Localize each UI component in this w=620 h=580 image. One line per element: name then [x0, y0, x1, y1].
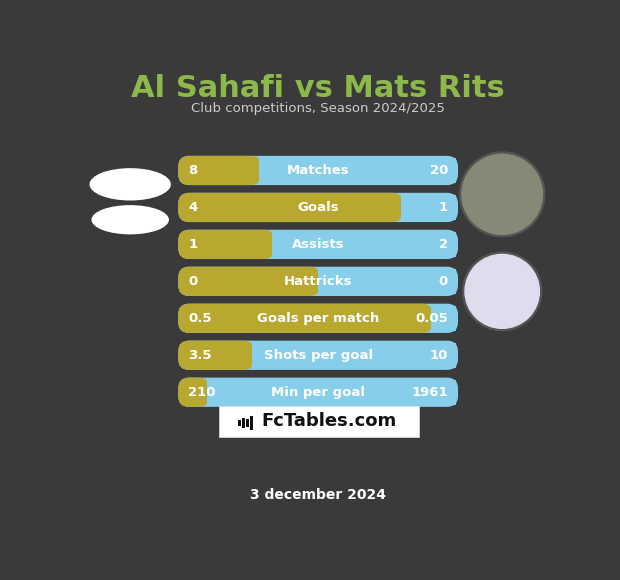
Text: FcTables.com: FcTables.com: [261, 412, 396, 430]
Text: 2: 2: [439, 238, 448, 251]
Text: 3.5: 3.5: [188, 349, 212, 362]
Text: 0: 0: [188, 275, 198, 288]
Text: Shots per goal: Shots per goal: [264, 349, 373, 362]
Text: Al Sahafi vs Mats Rits: Al Sahafi vs Mats Rits: [131, 74, 505, 103]
Text: 4: 4: [188, 201, 198, 214]
FancyBboxPatch shape: [179, 267, 321, 296]
Circle shape: [462, 154, 542, 234]
Bar: [318, 269, 456, 293]
Bar: [431, 306, 456, 331]
FancyBboxPatch shape: [179, 378, 458, 407]
Text: 10: 10: [430, 349, 448, 362]
FancyBboxPatch shape: [179, 267, 458, 296]
FancyBboxPatch shape: [179, 193, 458, 222]
Bar: [246, 419, 249, 427]
Text: Min per goal: Min per goal: [271, 386, 365, 398]
Text: Hattricks: Hattricks: [284, 275, 352, 288]
Text: Goals: Goals: [298, 201, 339, 214]
FancyBboxPatch shape: [179, 378, 210, 407]
Bar: [401, 195, 456, 220]
Text: 0.05: 0.05: [415, 312, 448, 325]
Ellipse shape: [89, 168, 171, 201]
FancyBboxPatch shape: [179, 193, 403, 222]
FancyBboxPatch shape: [179, 230, 458, 259]
Text: 1: 1: [188, 238, 197, 251]
Text: Goals per match: Goals per match: [257, 312, 379, 325]
Text: 8: 8: [188, 164, 198, 177]
Text: Assists: Assists: [292, 238, 345, 251]
Bar: [242, 418, 245, 429]
FancyBboxPatch shape: [179, 340, 458, 370]
Bar: [207, 380, 456, 405]
FancyBboxPatch shape: [179, 304, 458, 333]
Text: Club competitions, Season 2024/2025: Club competitions, Season 2024/2025: [191, 102, 445, 115]
Bar: [272, 232, 456, 257]
Text: 1961: 1961: [411, 386, 448, 398]
FancyBboxPatch shape: [179, 304, 433, 333]
Text: 1: 1: [439, 201, 448, 214]
Circle shape: [459, 152, 545, 237]
Circle shape: [465, 255, 539, 328]
Bar: [252, 343, 456, 368]
FancyBboxPatch shape: [179, 340, 254, 370]
Bar: [238, 420, 241, 426]
Text: 0.5: 0.5: [188, 312, 212, 325]
FancyBboxPatch shape: [179, 156, 262, 185]
Circle shape: [463, 252, 542, 331]
FancyBboxPatch shape: [219, 406, 418, 437]
Text: Matches: Matches: [287, 164, 350, 177]
FancyBboxPatch shape: [179, 156, 458, 185]
Text: 20: 20: [430, 164, 448, 177]
Bar: [249, 416, 253, 430]
FancyBboxPatch shape: [179, 230, 275, 259]
Bar: [259, 158, 456, 183]
Text: 210: 210: [188, 386, 216, 398]
Text: 3 december 2024: 3 december 2024: [250, 488, 386, 502]
Ellipse shape: [92, 205, 169, 234]
Text: 0: 0: [439, 275, 448, 288]
